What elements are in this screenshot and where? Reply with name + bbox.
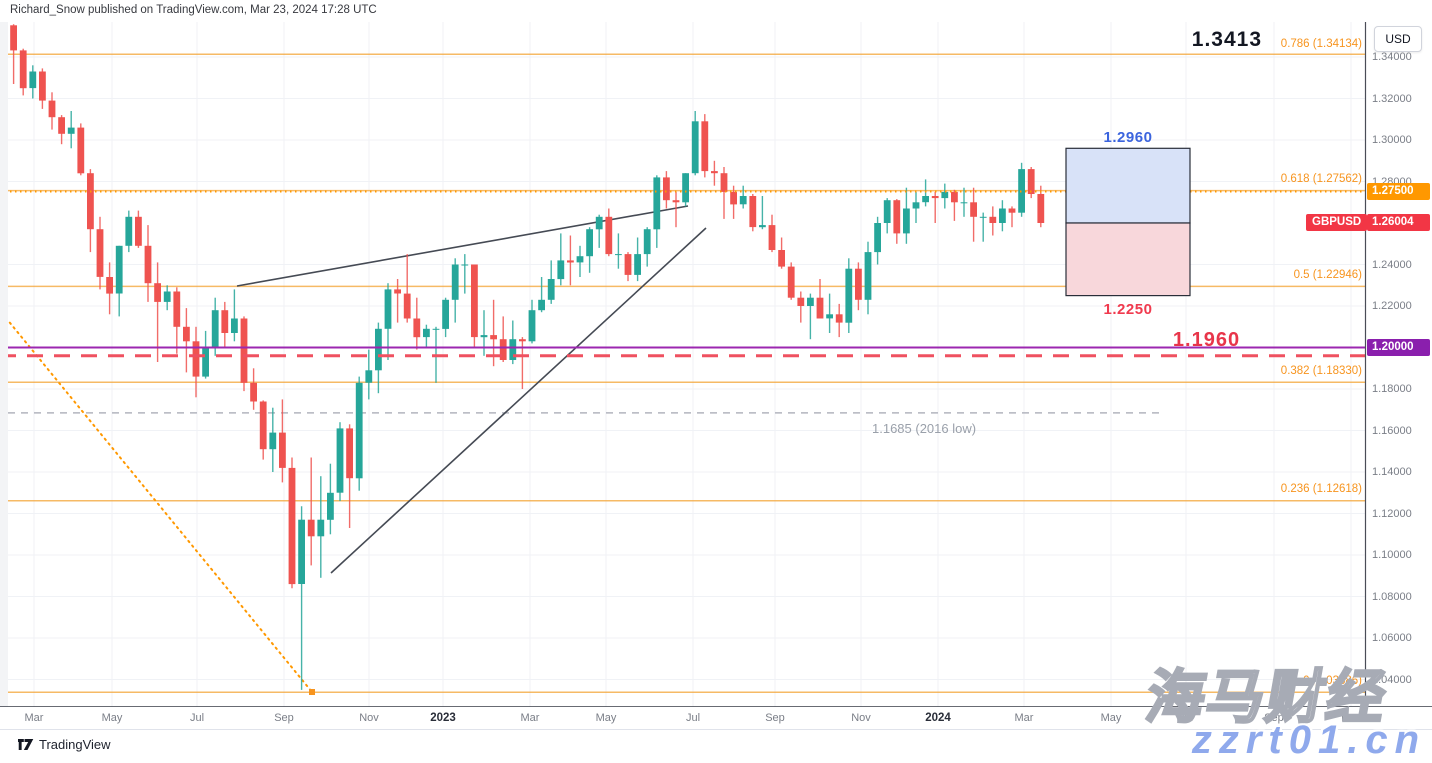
price-tick: 1.34000 [1372,51,1412,63]
price-badge: 1.26004 [1367,214,1430,232]
time-tick: May [101,712,123,724]
time-tick: May [595,712,617,724]
time-axis[interactable]: Mar May Jul Sep Nov 2023 Mar May Jul Sep Nov 2024 Ma… [0,707,1432,729]
time-tick-year: 2023 [430,712,456,724]
swing-high-label: 1.3413 [1191,28,1262,51]
price-badge: 1.20000 [1367,339,1430,356]
fib-label-0618[interactable]: 0.618 (1.27562) [1280,173,1362,185]
tradingview-logo-icon [18,739,34,750]
price-tick: 1.06000 [1372,632,1412,644]
time-tick: May [1100,712,1122,724]
candlestick-series [0,23,1045,690]
time-tick: Jul [1178,712,1194,724]
tradingview-logo[interactable]: TradingView [18,737,111,752]
price-tick: 1.30000 [1372,134,1412,146]
price-tick: 1.16000 [1372,424,1412,437]
fib-label-05[interactable]: 0.5 (1.22946) [1293,269,1362,281]
symbol-price-badge: GBPUSD [1306,214,1368,231]
time-tick: Jul [189,712,205,724]
fib-label-0786[interactable]: 0.786 (1.34134) [1280,38,1362,50]
time-tick: Sep [1264,712,1284,724]
price-badge: 1.27500 [1367,183,1430,201]
time-tick: Mar [24,712,44,724]
time-tick: Nov [1341,712,1361,724]
time-tick: Mar [520,712,540,724]
price-axis[interactable]: 1.34000 1.32000 1.30000 1.28000 1.24000 1.220… [1366,22,1432,729]
price-tick: 1.12000 [1372,507,1412,520]
time-tick: Sep [274,712,294,724]
time-tick-year: 2024 [925,712,951,724]
time-tick: Nov [851,712,871,724]
fib-label-0236[interactable]: 0.236 (1.12618) [1280,483,1362,495]
price-tick: 1.08000 [1372,590,1412,603]
price-tick: 1.10000 [1372,549,1412,561]
price-tick: 1.18000 [1372,383,1412,395]
time-tick: Mar [1014,712,1034,724]
time-tick: Sep [765,712,785,724]
time-tick: Jul [685,712,701,724]
time-tick: Nov [359,712,379,724]
price-tick: 1.22000 [1372,300,1412,312]
support-level-label: 1.1960 [1172,329,1241,351]
watermark-url: zzrt01.cn [1191,718,1426,762]
low-2016-note: 1.1685 (2016 low) [872,421,977,436]
tradingview-logo-text: TradingView [39,737,111,752]
stop-price-label: 1.2250 [1103,301,1153,318]
fib-label-0[interactable]: 0 (1.03386) [1303,675,1362,687]
fib-label-0382[interactable]: 0.382 (1.18330) [1280,365,1362,377]
target-price-label: 1.2960 [1103,129,1153,146]
currency-button[interactable]: USD [1374,26,1422,52]
price-tick: 1.14000 [1372,466,1412,478]
publication-byline: Richard_Snow published on TradingView.co… [10,4,377,16]
price-tick: 1.32000 [1372,92,1412,105]
price-tick: 1.24000 [1372,258,1412,271]
price-tick: 1.04000 [1372,673,1412,686]
